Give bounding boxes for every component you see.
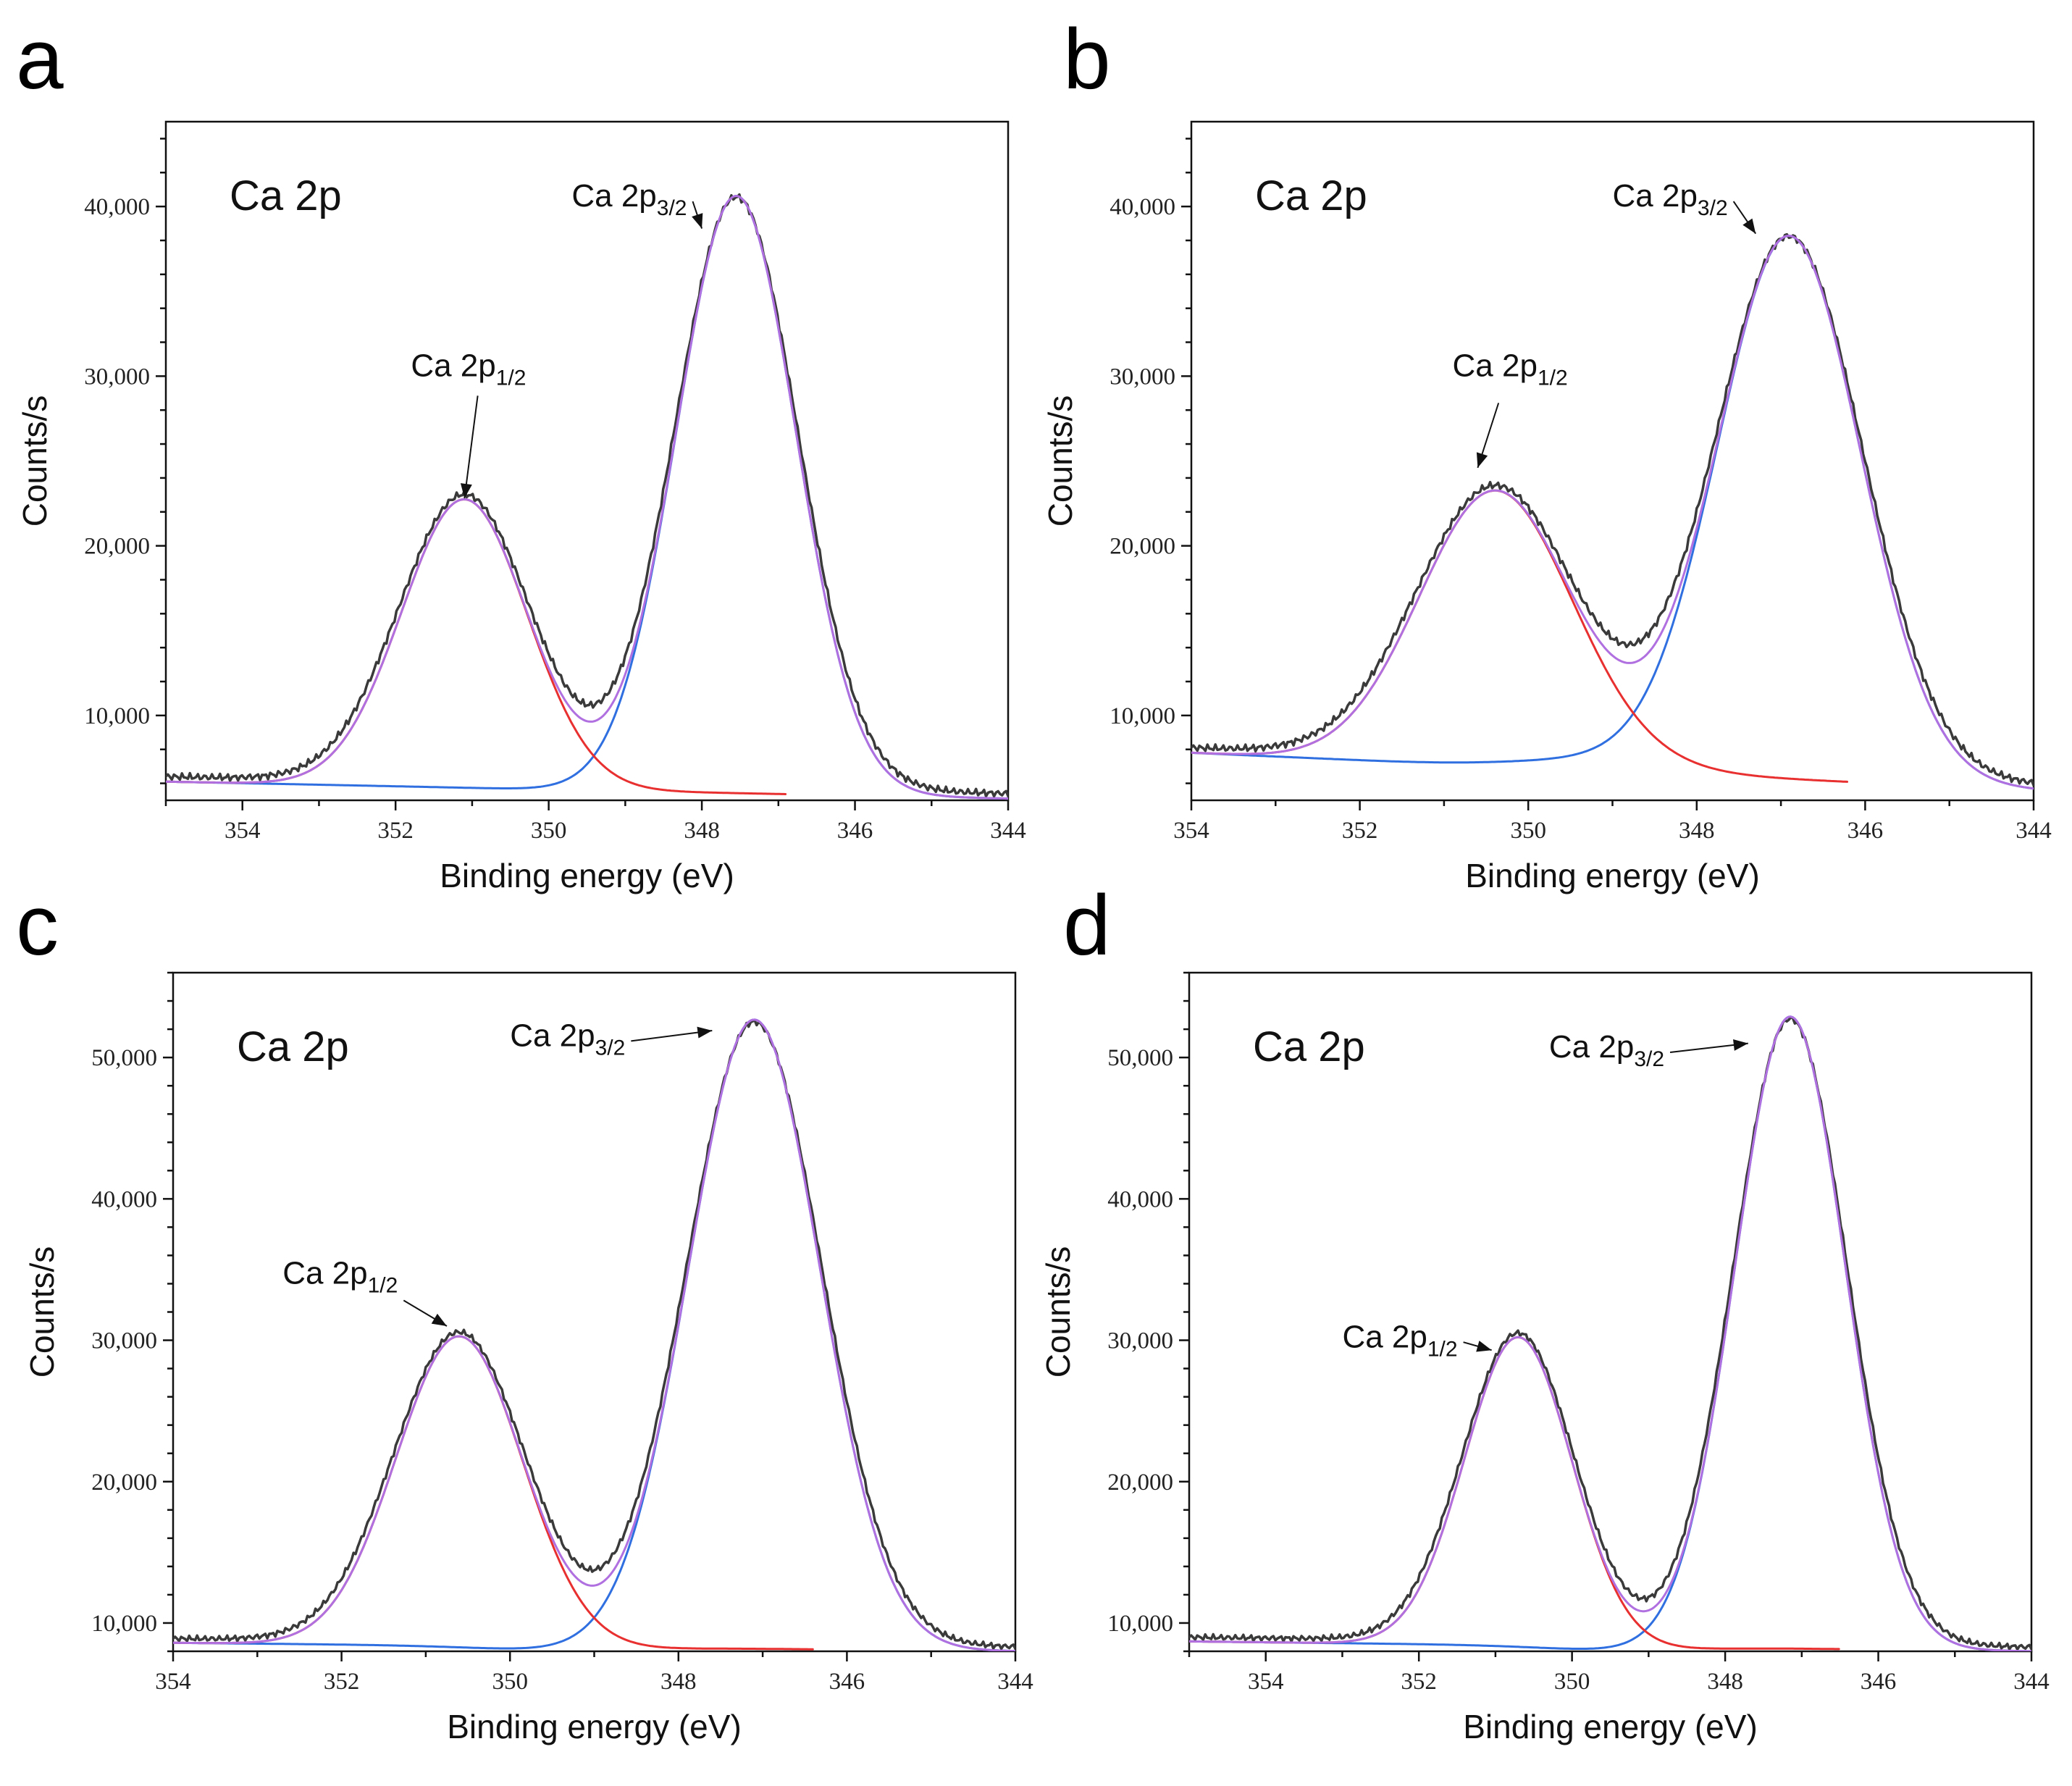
- fit-envelope-curve: [1191, 235, 2034, 790]
- y-axis-title: Counts/s: [23, 1246, 61, 1378]
- x-tick-label: 346: [1861, 1669, 1897, 1695]
- peak-label-2p1-2: Ca 2p1/2: [282, 1255, 398, 1297]
- y-tick-label: 30,000: [91, 1328, 157, 1354]
- component-2p3-2-curve: [166, 195, 1008, 800]
- x-tick-label: 348: [684, 818, 720, 844]
- raw-data-curve: [1189, 1016, 2031, 1651]
- peak-arrow-head: [692, 213, 703, 229]
- x-tick-label: 350: [1510, 818, 1546, 844]
- y-tick-label: 30,000: [84, 364, 150, 390]
- x-tick-label: 346: [837, 818, 873, 844]
- core-level-label: Ca 2p: [230, 172, 342, 219]
- x-tick-label: 352: [1342, 818, 1378, 844]
- panel-d: d 354 352 350 348 346 344 10,000 20,000 30,000 40,…: [1039, 878, 2050, 1745]
- y-tick-label: 40,000: [1107, 1186, 1173, 1212]
- x-tick-label: 352: [1401, 1669, 1437, 1695]
- peak-arrow-head: [1733, 1039, 1748, 1051]
- x-tick-label: 344: [990, 818, 1026, 844]
- fit-envelope-curve: [166, 195, 1008, 800]
- core-level-label: Ca 2p: [237, 1023, 349, 1070]
- component-2p1-2-curve: [173, 1335, 814, 1651]
- panel-letter: c: [16, 878, 59, 973]
- peak-arrow-line: [464, 395, 479, 499]
- plot-frame: [1188, 971, 2033, 1653]
- fit-envelope-curve: [173, 1018, 1015, 1651]
- peak-label-2p1-2: Ca 2p1/2: [411, 348, 526, 390]
- peak-arrow-head: [1476, 1341, 1492, 1352]
- y-axis-title: Counts/s: [1039, 1246, 1077, 1378]
- y-tick-label: 20,000: [1107, 1470, 1173, 1496]
- y-tick-label: 10,000: [91, 1611, 157, 1637]
- y-tick-label: 20,000: [84, 534, 150, 560]
- peak-label-2p3-2: Ca 2p3/2: [1613, 178, 1728, 220]
- fit-envelope-curve: [1189, 1015, 2031, 1651]
- x-tick-label: 346: [829, 1669, 865, 1695]
- plot-frame: [172, 971, 1017, 1653]
- y-tick-label: 20,000: [1110, 534, 1175, 560]
- x-axis-title: Binding energy (eV): [1465, 857, 1760, 894]
- core-level-label: Ca 2p: [1253, 1023, 1365, 1070]
- peak-arrow-head: [460, 483, 472, 499]
- panel-c: c 354 352 350 348 346 344 10,000 20,000 30,000 40,…: [16, 878, 1033, 1745]
- panel-letter: d: [1063, 878, 1111, 973]
- panel-b: b 354 352 350 348 346 344 10,000 20,000 30,000 40,…: [1041, 12, 2052, 894]
- peak-label-2p3-2: Ca 2p3/2: [510, 1018, 625, 1060]
- raw-data-curve: [173, 1018, 1015, 1651]
- x-tick-label: 354: [1248, 1669, 1284, 1695]
- y-tick-label: 30,000: [1110, 364, 1175, 390]
- y-tick-label: 30,000: [1107, 1328, 1173, 1354]
- y-tick-label: 40,000: [84, 194, 150, 220]
- y-tick-label: 10,000: [1110, 703, 1175, 729]
- y-tick-label: 10,000: [84, 703, 150, 729]
- x-tick-label: 354: [1173, 818, 1209, 844]
- peak-arrow-head: [1742, 218, 1756, 234]
- component-2p3-2-curve: [1191, 235, 2034, 790]
- x-axis-title: Binding energy (eV): [447, 1708, 742, 1745]
- y-tick-label: 40,000: [91, 1186, 157, 1212]
- x-tick-label: 344: [2016, 818, 2052, 844]
- y-tick-label: 50,000: [91, 1045, 157, 1071]
- x-tick-label: 354: [155, 1669, 191, 1695]
- y-tick-label: 50,000: [1107, 1045, 1173, 1071]
- raw-data-curve: [1191, 232, 2034, 787]
- peak-label-2p3-2: Ca 2p3/2: [1549, 1029, 1664, 1071]
- component-2p1-2-curve: [1191, 489, 1848, 783]
- x-axis-title: Binding energy (eV): [1463, 1708, 1758, 1745]
- x-tick-label: 352: [377, 818, 414, 844]
- peak-arrow-head: [431, 1313, 447, 1327]
- y-axis-title: Counts/s: [16, 395, 54, 527]
- peak-arrow-head: [1476, 452, 1488, 468]
- y-tick-label: 40,000: [1110, 194, 1175, 220]
- y-axis-title: Counts/s: [1041, 395, 1079, 527]
- peak-label-2p1-2: Ca 2p1/2: [1453, 348, 1568, 390]
- panel-letter: a: [16, 12, 64, 107]
- x-tick-label: 350: [492, 1669, 528, 1695]
- peak-arrow-head: [697, 1026, 713, 1039]
- y-tick-label: 10,000: [1107, 1611, 1173, 1637]
- peak-label-2p1-2: Ca 2p1/2: [1342, 1319, 1457, 1361]
- y-tick-label: 20,000: [91, 1470, 157, 1496]
- core-level-label: Ca 2p: [1255, 172, 1367, 219]
- x-tick-label: 348: [660, 1669, 697, 1695]
- x-tick-label: 348: [1679, 818, 1715, 844]
- x-tick-label: 348: [1707, 1669, 1743, 1695]
- panel-letter: b: [1063, 12, 1111, 107]
- plot-frame: [1190, 120, 2035, 802]
- component-2p1-2-curve: [1189, 1336, 1840, 1651]
- raw-data-curve: [166, 193, 1008, 798]
- plot-frame: [164, 120, 1010, 802]
- x-tick-label: 350: [531, 818, 567, 844]
- x-tick-label: 352: [324, 1669, 360, 1695]
- x-tick-label: 350: [1554, 1669, 1590, 1695]
- component-2p1-2-curve: [166, 498, 787, 795]
- x-tick-label: 346: [1847, 818, 1884, 844]
- peak-label-2p3-2: Ca 2p3/2: [571, 178, 687, 220]
- component-2p3-2-curve: [1189, 1015, 2031, 1651]
- x-tick-label: 344: [997, 1669, 1033, 1695]
- x-axis-title: Binding energy (eV): [440, 857, 734, 894]
- x-tick-label: 344: [2013, 1669, 2050, 1695]
- panel-a: a 354 352 350 348 346 344 10,000 20,000 30,000 40,…: [16, 12, 1026, 894]
- x-tick-label: 354: [225, 818, 261, 844]
